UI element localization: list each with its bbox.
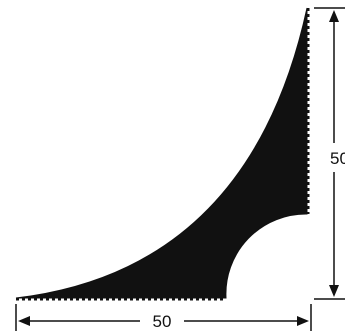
height-arrowhead-top [329, 10, 339, 22]
width-dimension: 50 [15, 304, 312, 331]
width-dimension-label: 50 [153, 312, 172, 331]
width-arrowhead-left [18, 316, 30, 326]
height-dimension-label: 50 [330, 149, 345, 168]
height-dimension: 50 [314, 7, 345, 300]
height-arrowhead-bottom [329, 285, 339, 297]
width-arrowhead-right [297, 316, 309, 326]
profile-shape [15, 7, 308, 299]
